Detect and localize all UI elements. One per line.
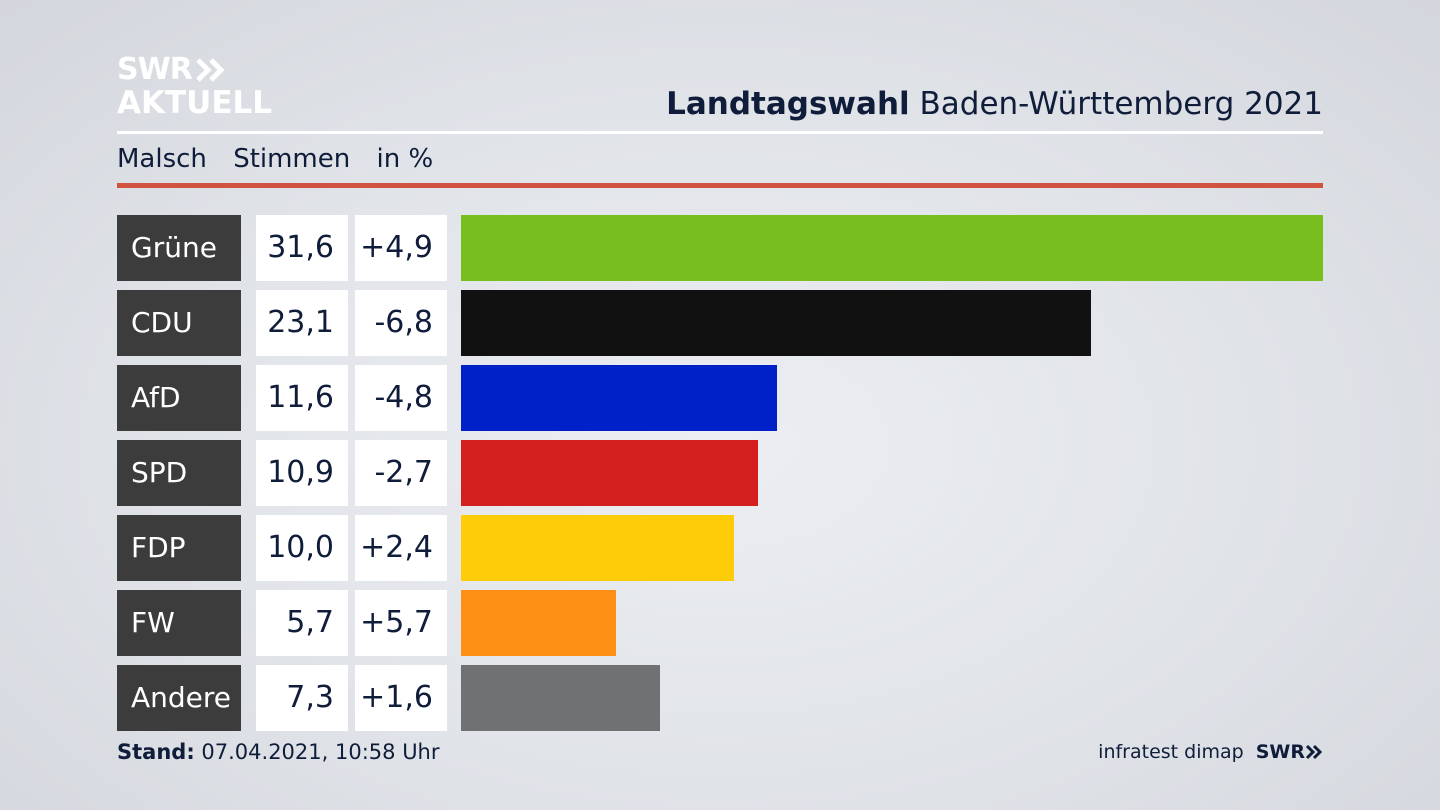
change-label: +2,4 (355, 515, 447, 581)
title-rest: Baden-Württemberg 2021 (919, 86, 1323, 122)
change-label: +5,7 (355, 590, 447, 656)
logo-line-2: AKTUELL (117, 85, 273, 121)
change-label: +1,6 (355, 665, 447, 731)
change-label: -6,8 (355, 290, 447, 356)
vote-share-label: 7,3 (256, 665, 348, 731)
change-label: -2,7 (355, 440, 447, 506)
chart-row: FDP 10,0 +2,4 (117, 515, 1323, 581)
measure-label: Stimmen (233, 144, 351, 174)
source-label: infratest dimap (1098, 741, 1244, 763)
party-label: SPD (117, 440, 241, 506)
vote-share-label: 23,1 (256, 290, 348, 356)
bar-fdp (461, 515, 734, 581)
stand-value: 07.04.2021, 10:58 Uhr (201, 740, 440, 764)
accent-divider (117, 183, 1323, 188)
double-chevron-icon (196, 58, 226, 82)
vote-share-label: 10,9 (256, 440, 348, 506)
chart-row: AfD 11,6 -4,8 (117, 365, 1323, 431)
subheader: Malsch Stimmen in % (117, 144, 451, 174)
change-label: -4,8 (355, 365, 447, 431)
party-label: FDP (117, 515, 241, 581)
timestamp: Stand: 07.04.2021, 10:58 Uhr (117, 740, 440, 764)
logo-line-1: SWR (117, 52, 193, 87)
chart-title: Landtagswahl Baden-Württemberg 2021 (666, 86, 1323, 122)
bar-spd (461, 440, 758, 506)
source-credit: infratest dimap SWR (1098, 741, 1323, 763)
bar-fw (461, 590, 616, 656)
double-chevron-small-icon (1305, 744, 1323, 760)
chart-row: SPD 10,9 -2,7 (117, 440, 1323, 506)
swr-aktuell-logo: SWR AKTUELL (117, 54, 272, 119)
chart-row: Grüne 31,6 +4,9 (117, 215, 1323, 281)
vote-share-label: 11,6 (256, 365, 348, 431)
chart-row: CDU 23,1 -6,8 (117, 290, 1323, 356)
party-label: AfD (117, 365, 241, 431)
party-label: FW (117, 590, 241, 656)
vote-share-label: 10,0 (256, 515, 348, 581)
vote-share-label: 5,7 (256, 590, 348, 656)
party-label: CDU (117, 290, 241, 356)
place-label: Malsch (117, 144, 207, 174)
title-bold: Landtagswahl (666, 86, 910, 122)
header-divider (117, 131, 1323, 134)
party-label: Andere (117, 665, 241, 731)
party-label: Grüne (117, 215, 241, 281)
bar-afd (461, 365, 777, 431)
chart-row: FW 5,7 +5,7 (117, 590, 1323, 656)
unit-label: in % (376, 144, 434, 174)
brand-label: SWR (1255, 741, 1305, 763)
vote-share-label: 31,6 (256, 215, 348, 281)
bar-gr-ne (461, 215, 1323, 281)
change-label: +4,9 (355, 215, 447, 281)
stand-label: Stand: (117, 740, 195, 764)
bar-cdu (461, 290, 1091, 356)
swr-footer-logo: SWR (1256, 741, 1323, 763)
chart-row: Andere 7,3 +1,6 (117, 665, 1323, 731)
bar-andere (461, 665, 660, 731)
